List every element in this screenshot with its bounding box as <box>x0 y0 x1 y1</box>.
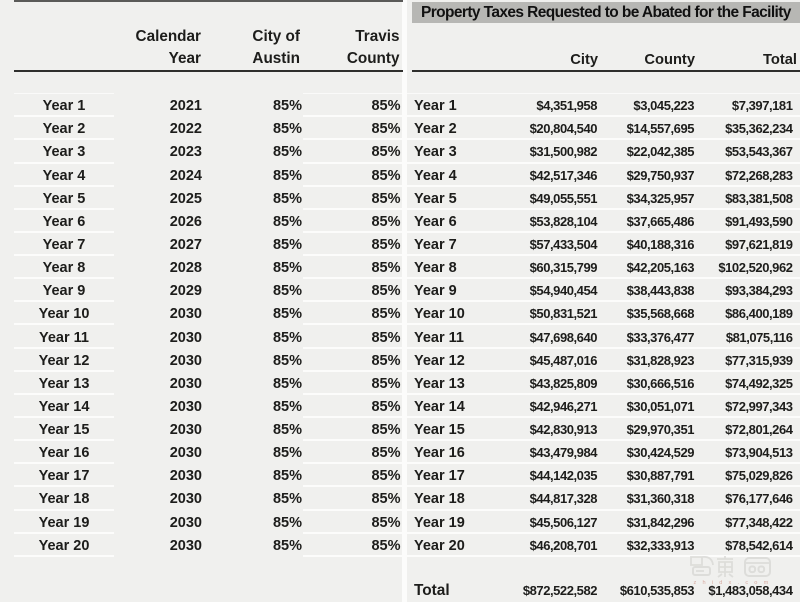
svg-text:zhidx.com: zhidx.com <box>694 580 775 585</box>
